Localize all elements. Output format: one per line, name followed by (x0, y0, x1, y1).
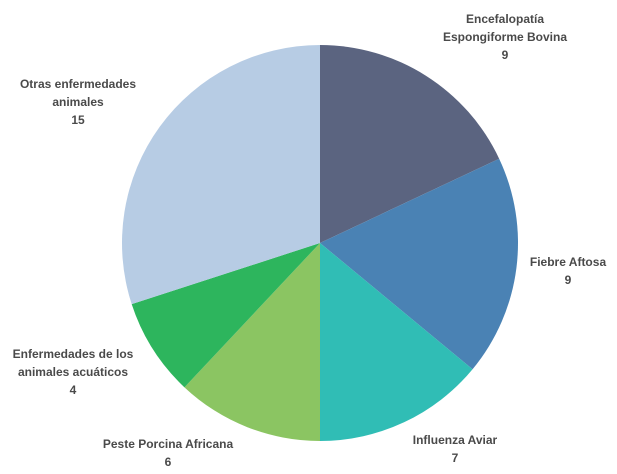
slice-label: Otras enfermedades (20, 77, 136, 91)
slice-label: Influenza Aviar (413, 433, 498, 447)
slice-label: Peste Porcina Africana (103, 437, 234, 451)
slice-value: 4 (70, 383, 77, 397)
slice-label: animales acuáticos (18, 365, 128, 379)
pie-slice (131, 243, 320, 388)
slice-label: Fiebre Aftosa (530, 255, 607, 269)
pie-slice (320, 243, 473, 441)
pie-slice (320, 45, 500, 243)
slice-value: 9 (565, 273, 572, 287)
slice-label: Espongiforme Bovina (443, 30, 567, 44)
slice-value: 9 (502, 48, 509, 62)
pie-slice (320, 158, 518, 370)
slice-value: 15 (71, 113, 85, 127)
slice-label: Encefalopatía (466, 12, 544, 26)
slice-value: 6 (165, 455, 172, 469)
slice-label: Enfermedades de los (13, 347, 134, 361)
slice-value: 7 (452, 451, 459, 465)
pie-slice (121, 45, 320, 305)
pie-slice (184, 243, 320, 441)
slice-label: animales (52, 95, 104, 109)
